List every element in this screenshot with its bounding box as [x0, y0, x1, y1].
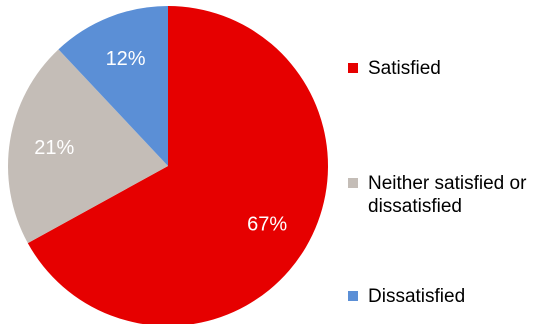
- legend-swatch-satisfied: [348, 63, 358, 73]
- legend-item-dissatisfied: Dissatisfied: [348, 285, 550, 308]
- legend-label-neither: Neither satisfied or dissatisfied: [368, 173, 527, 217]
- legend-swatch-dissatisfied: [348, 291, 358, 301]
- legend-item-satisfied: Satisfied: [348, 57, 550, 80]
- legend: Satisfied Neither satisfied or dissatisf…: [348, 0, 548, 324]
- legend-label-satisfied: Satisfied: [368, 58, 441, 79]
- pie-slice-neither: [8, 49, 168, 244]
- pie-slice-satisfied: [27, 6, 328, 324]
- legend-label-dissatisfied: Dissatisfied: [368, 286, 466, 307]
- pie-slice-dissatisfied: [58, 6, 168, 166]
- legend-swatch-neither: [348, 178, 358, 188]
- pie-slices: [8, 6, 328, 324]
- pie-slice-label-neither: 21%: [34, 137, 74, 159]
- pie-slice-label-dissatisfied: 12%: [106, 48, 146, 70]
- legend-item-neither: Neither satisfied or dissatisfied: [348, 172, 550, 218]
- pie-slice-label-satisfied: 67%: [247, 214, 287, 236]
- pie-slice-labels: 67% 21% 12%: [34, 48, 287, 236]
